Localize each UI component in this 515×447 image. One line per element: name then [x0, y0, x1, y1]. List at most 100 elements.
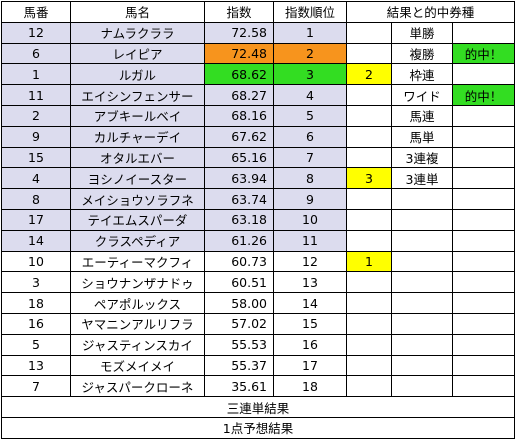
ticket-type-cell: 3連単: [391, 167, 453, 190]
ticket-type-cell: 馬連: [391, 104, 453, 127]
hit-cell: [452, 333, 515, 356]
umaban-cell: 6: [1, 42, 71, 65]
rank-cell: 8: [273, 167, 347, 190]
hit-cell: [452, 375, 515, 398]
result-order-cell: 2: [346, 63, 392, 86]
rank-cell: 7: [273, 146, 347, 169]
hit-cell: [452, 312, 515, 335]
rank-cell: 9: [273, 188, 347, 210]
rank-cell: 2: [273, 42, 347, 65]
result-order-cell: [346, 21, 392, 44]
rank-cell: 5: [273, 104, 347, 127]
horse-name-cell: メイショウソラフネ: [70, 188, 205, 210]
horse-name-cell: ジャスティンスカイ: [70, 333, 205, 356]
result-order-cell: 3: [346, 167, 392, 190]
rank-cell: 13: [273, 271, 347, 294]
rank-cell: 14: [273, 292, 347, 314]
result-order-cell: [346, 375, 392, 398]
result-order-cell: [346, 271, 392, 294]
ticket-type-cell: [391, 354, 453, 377]
header-row: 馬番 馬名 指数 指数順位 結果と的中券種: [1, 1, 515, 23]
ticket-type-cell: 単勝: [391, 21, 453, 44]
header-result: 結果と的中券種: [346, 1, 515, 23]
index-cell: 63.74: [204, 188, 274, 210]
index-cell: 72.58: [204, 21, 274, 44]
index-cell: 55.53: [204, 333, 274, 356]
table-row: 10 エーティーマクフィ 60.73 12 1: [1, 250, 515, 273]
umaban-cell: 17: [1, 208, 71, 231]
table-row: 11 エイシンフェンサー 68.27 4 ワイド 的中！: [1, 84, 515, 106]
rank-cell: 18: [273, 375, 347, 398]
index-cell: 68.62: [204, 63, 274, 86]
index-cell: 63.18: [204, 208, 274, 231]
umaban-cell: 12: [1, 21, 71, 44]
table-row: 8 メイショウソラフネ 63.74 9: [1, 188, 515, 210]
rank-cell: 10: [273, 208, 347, 231]
result-order-cell: [346, 104, 392, 127]
index-cell: 58.00: [204, 292, 274, 314]
table-row: 14 クラスペディア 61.26 11: [1, 229, 515, 252]
table-row: 15 オタルエバー 65.16 7 3連複: [1, 146, 515, 169]
result-order-cell: [346, 146, 392, 169]
horse-name-cell: ヨシノイースター: [70, 167, 205, 190]
hit-cell: [452, 354, 515, 377]
result-order-cell: [346, 125, 392, 148]
header-name: 馬名: [70, 1, 205, 23]
result-order-cell: [346, 84, 392, 106]
umaban-cell: 1: [1, 63, 71, 86]
horse-name-cell: オタルエバー: [70, 146, 205, 169]
hit-cell: [452, 21, 515, 44]
table-row: 16 ヤマニンアルリフラ 57.02 15: [1, 312, 515, 335]
one-point-prediction-row-label: 1点予想結果: [1, 416, 515, 439]
umaban-cell: 8: [1, 188, 71, 210]
rank-cell: 15: [273, 312, 347, 335]
umaban-cell: 15: [1, 146, 71, 169]
horse-name-cell: クラスペディア: [70, 229, 205, 252]
umaban-cell: 9: [1, 125, 71, 148]
index-cell: 63.94: [204, 167, 274, 190]
table-row: 3 ショウナンザナドゥ 60.51 13: [1, 271, 515, 294]
result-order-cell: 1: [346, 250, 392, 273]
index-cell: 68.27: [204, 84, 274, 106]
index-cell: 55.37: [204, 354, 274, 377]
ticket-type-cell: [391, 312, 453, 335]
index-results-table: 馬番 馬名 指数 指数順位 結果と的中券種 12 ナムラクララ 72.58 1 単勝 6 レ…: [1, 1, 515, 439]
hit-cell: [452, 271, 515, 294]
result-order-cell: [346, 229, 392, 252]
table-row: 17 テイエムスパーダ 63.18 10: [1, 208, 515, 231]
ticket-type-cell: 複勝: [391, 42, 453, 65]
result-order-cell: [346, 188, 392, 210]
hit-cell: [452, 63, 515, 86]
umaban-cell: 4: [1, 167, 71, 190]
ticket-type-cell: ワイド: [391, 84, 453, 106]
index-cell: 72.48: [204, 42, 274, 65]
hit-cell: [452, 146, 515, 169]
table-row: 12 ナムラクララ 72.58 1 単勝: [1, 21, 515, 44]
horse-name-cell: ヤマニンアルリフラ: [70, 312, 205, 335]
umaban-cell: 10: [1, 250, 71, 273]
ticket-type-cell: [391, 229, 453, 252]
ticket-type-cell: [391, 375, 453, 398]
result-order-cell: [346, 354, 392, 377]
hit-cell: [452, 125, 515, 148]
trifecta-result-row-label: 三連単結果: [1, 396, 515, 418]
umaban-cell: 18: [1, 292, 71, 314]
horse-name-cell: モズメイメイ: [70, 354, 205, 377]
ticket-type-cell: [391, 271, 453, 294]
ticket-type-cell: [391, 208, 453, 231]
umaban-cell: 7: [1, 375, 71, 398]
trifecta-result-row: 三連単結果: [1, 396, 515, 418]
horse-name-cell: ペアポルックス: [70, 292, 205, 314]
table-row: 1 ルガル 68.62 3 2 枠連: [1, 63, 515, 86]
table-row: 2 アブキールベイ 68.16 5 馬連: [1, 104, 515, 127]
hit-cell: [452, 208, 515, 231]
header-rank: 指数順位: [273, 1, 347, 23]
header-umaban: 馬番: [1, 1, 71, 23]
horse-name-cell: エイシンフェンサー: [70, 84, 205, 106]
ticket-type-cell: 3連複: [391, 146, 453, 169]
table-row: 9 カルチャーデイ 67.62 6 馬単: [1, 125, 515, 148]
result-order-cell: [346, 312, 392, 335]
header-index: 指数: [204, 1, 274, 23]
hit-cell: 的中！: [452, 42, 515, 65]
table-row: 18 ペアポルックス 58.00 14: [1, 292, 515, 314]
